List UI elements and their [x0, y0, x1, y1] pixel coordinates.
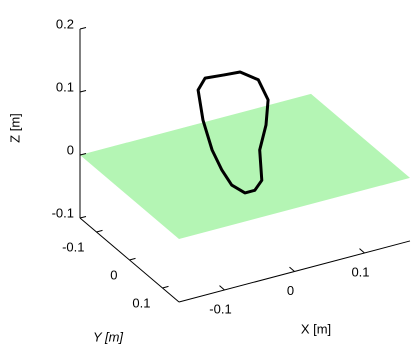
z-tick-label: -0.1 [52, 205, 74, 220]
y-tick [129, 257, 136, 261]
z-tick [79, 27, 87, 30]
z-tick [79, 90, 87, 93]
z-tick-label: 0 [67, 142, 74, 157]
data-layer [196, 70, 270, 195]
z-tick-label: 0.2 [56, 16, 74, 31]
x-tick [289, 266, 295, 272]
plane [80, 93, 410, 240]
y-tick-label: 0 [110, 267, 117, 282]
y-axis-label: Y [m] [93, 329, 123, 344]
z-tick [79, 153, 87, 156]
plane-layer [80, 93, 410, 240]
curve [196, 70, 270, 195]
y-tick [162, 285, 169, 289]
z-axis-label: Z [m] [7, 113, 22, 143]
y-tick [96, 229, 103, 233]
y-tick-label: -0.1 [62, 239, 84, 254]
y-tick-label: 0.1 [132, 295, 150, 310]
z-tick [79, 216, 87, 219]
x-tick-label: 0.1 [351, 264, 369, 279]
z-tick-label: 0.1 [56, 79, 74, 94]
x-tick-label: 0 [287, 283, 294, 298]
x-tick [219, 285, 225, 291]
axes-layer: -0.1 0 0.1 0.2 -0.1 0 0.1 -0.1 0 0.1 [52, 16, 411, 316]
x-axis-label: X [m] [301, 321, 331, 336]
x-tick [359, 248, 365, 254]
x-tick-label: -0.1 [209, 301, 231, 316]
